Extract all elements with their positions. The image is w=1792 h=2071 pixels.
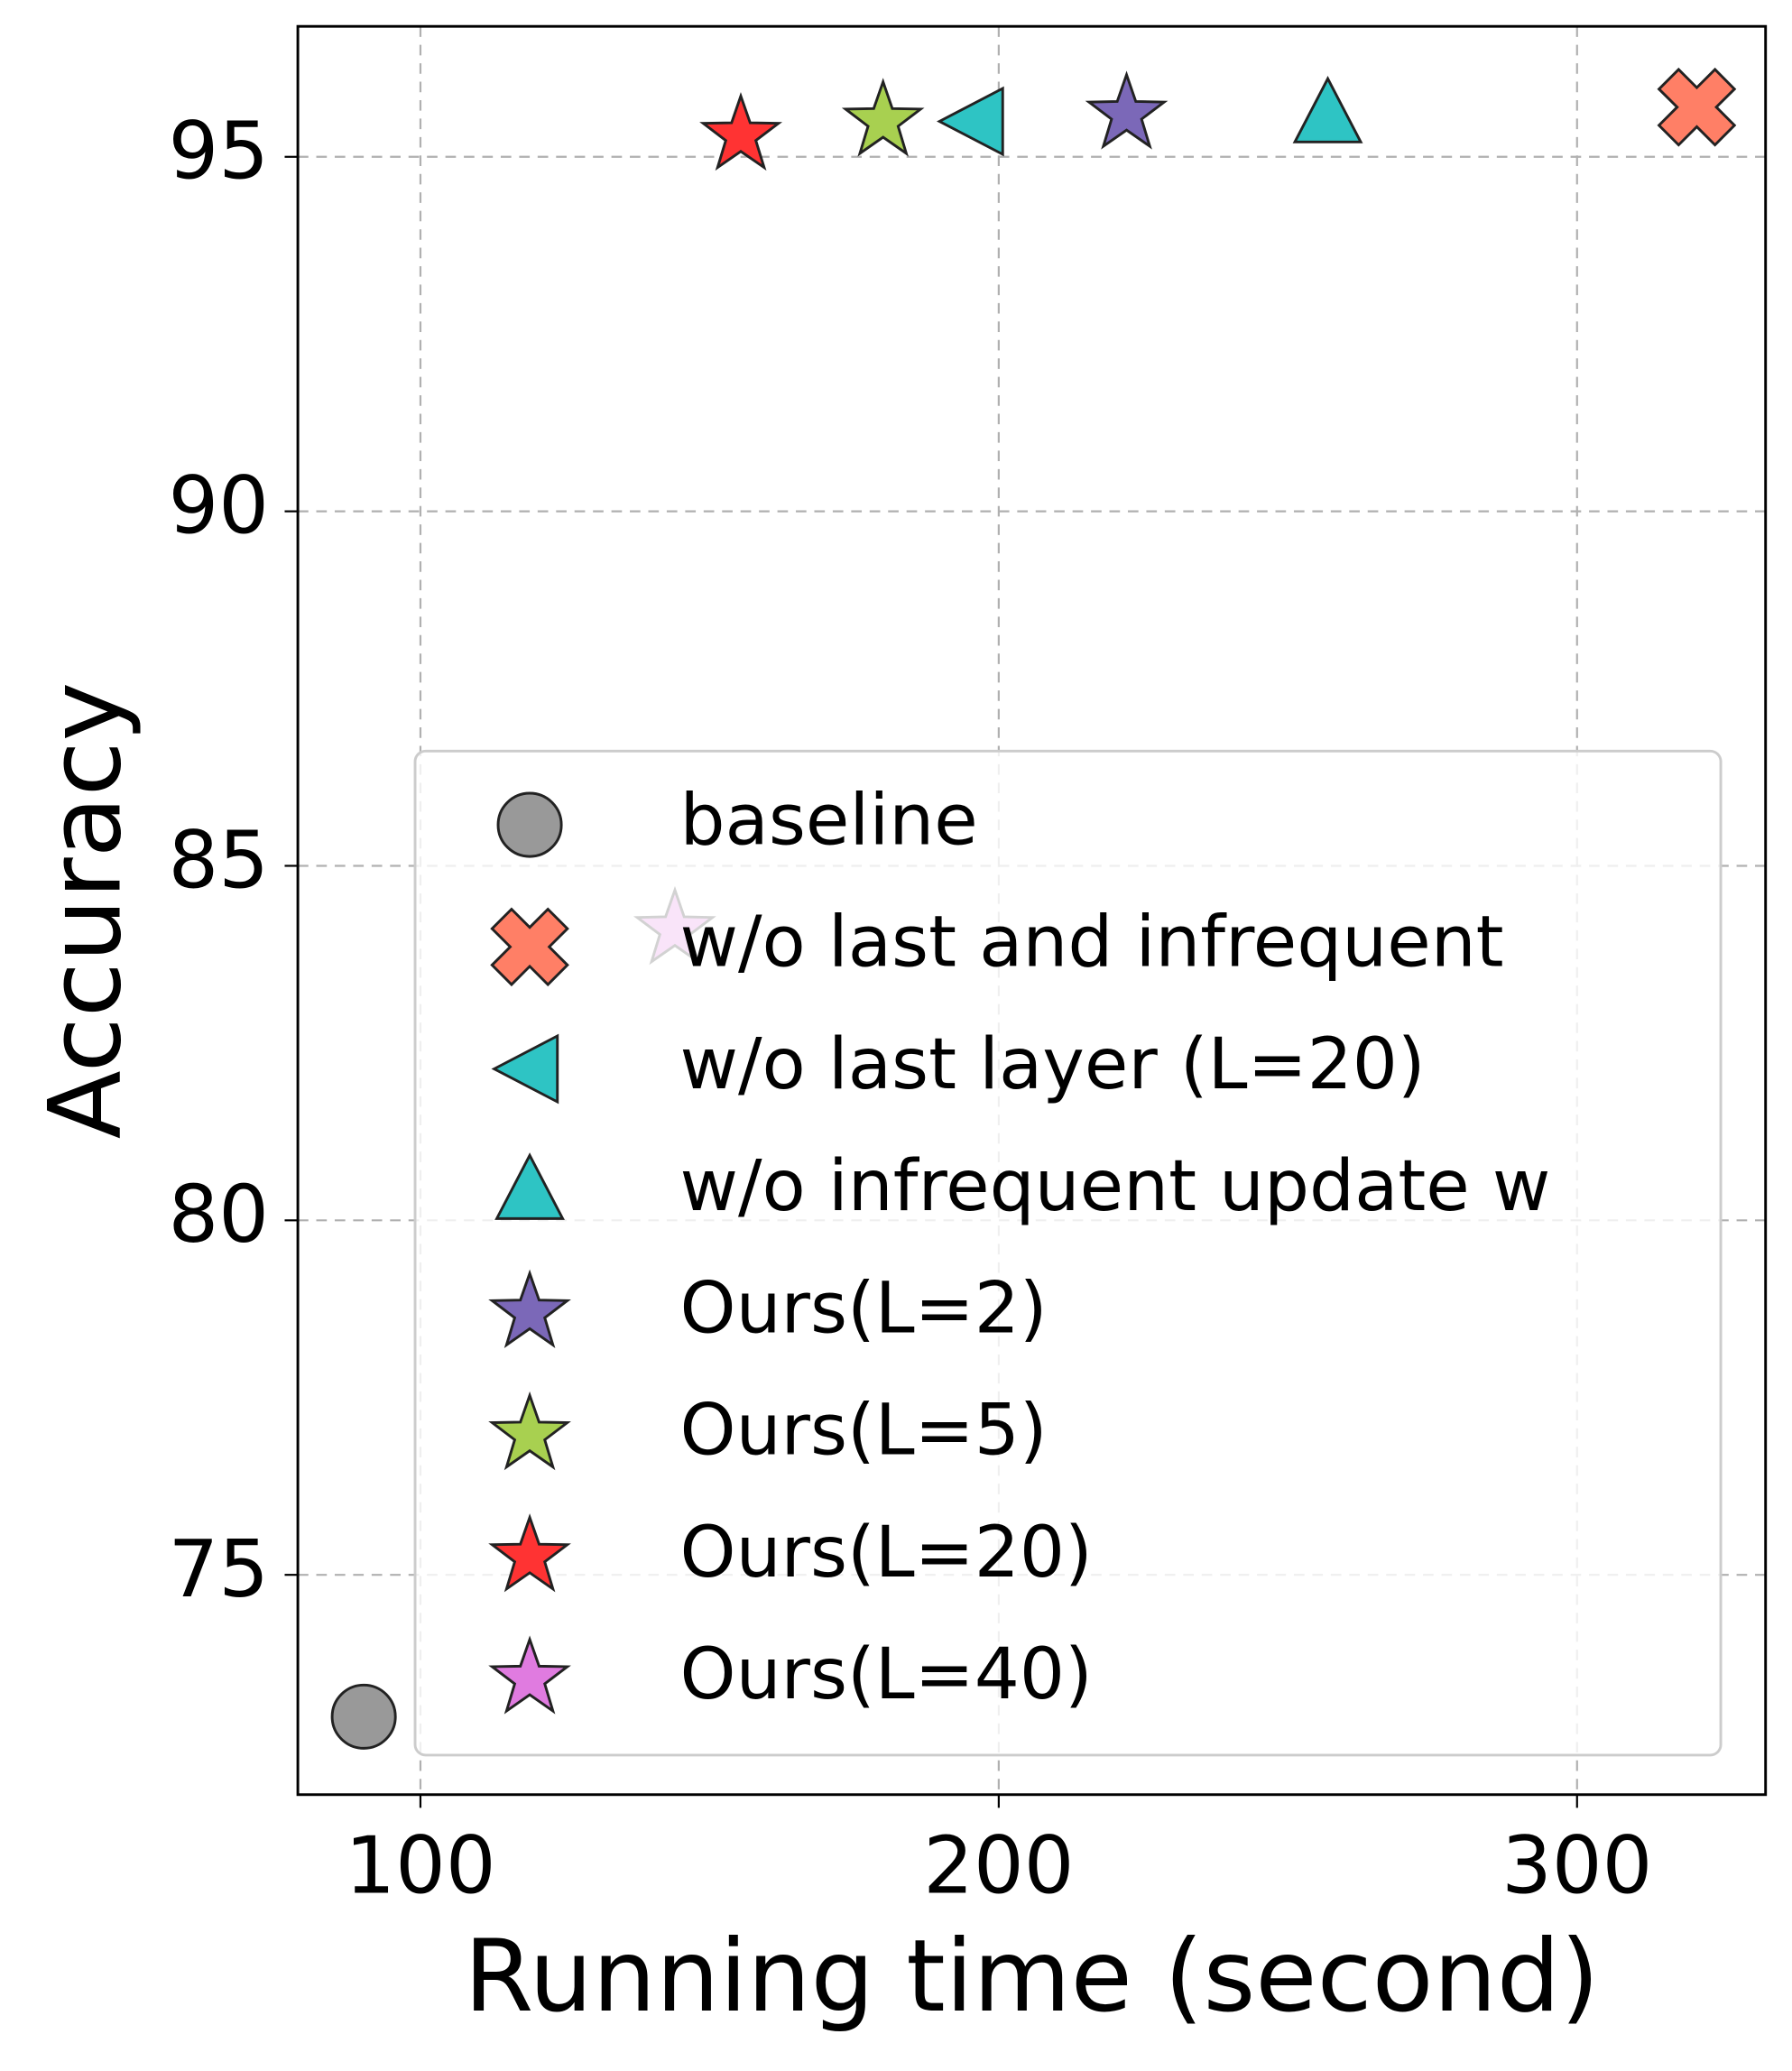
legend-marker xyxy=(488,1269,571,1348)
legend-box xyxy=(413,749,1723,1757)
legend-label: w/o last layer (L=20) xyxy=(680,1022,1426,1105)
y-tick-label: 95 xyxy=(168,106,268,198)
x-tick-label: 100 xyxy=(345,1819,495,1911)
point xyxy=(1085,70,1168,150)
legend-marker xyxy=(496,791,563,858)
point xyxy=(330,1683,397,1750)
legend-marker xyxy=(494,1152,565,1220)
legend-marker xyxy=(490,907,569,987)
y-tick-label: 75 xyxy=(168,1523,268,1615)
legend-label: Ours(L=2) xyxy=(680,1266,1048,1349)
y-axis-label: Accuracy xyxy=(28,682,144,1140)
legend: baseline w/o last and infrequent w/o last … xyxy=(413,749,1723,1757)
legend-label: Ours(L=20) xyxy=(680,1511,1093,1594)
point xyxy=(1657,67,1737,147)
legend-label: w/o infrequent update w xyxy=(680,1144,1551,1227)
point xyxy=(841,78,925,157)
legend-marker xyxy=(491,1033,559,1105)
point xyxy=(699,91,783,171)
legend-label: Ours(L=5) xyxy=(680,1389,1048,1472)
point xyxy=(1292,76,1363,143)
x-tick-label: 300 xyxy=(1501,1819,1652,1911)
legend-marker xyxy=(488,1391,571,1471)
legend-marker xyxy=(488,1635,571,1715)
y-tick-label: 80 xyxy=(168,1169,268,1261)
legend-label: w/o last and infrequent xyxy=(680,901,1504,984)
plot-frame xyxy=(296,24,1768,1797)
point xyxy=(937,86,1004,157)
x-axis-label: Running time (second) xyxy=(464,1918,1599,2035)
legend-label: baseline xyxy=(680,779,978,862)
y-tick-label: 85 xyxy=(168,814,268,906)
x-tick-label: 200 xyxy=(923,1819,1074,1911)
legend-label: Ours(L=40) xyxy=(680,1632,1093,1715)
legend-marker xyxy=(488,1513,571,1593)
y-tick-label: 90 xyxy=(168,460,268,552)
